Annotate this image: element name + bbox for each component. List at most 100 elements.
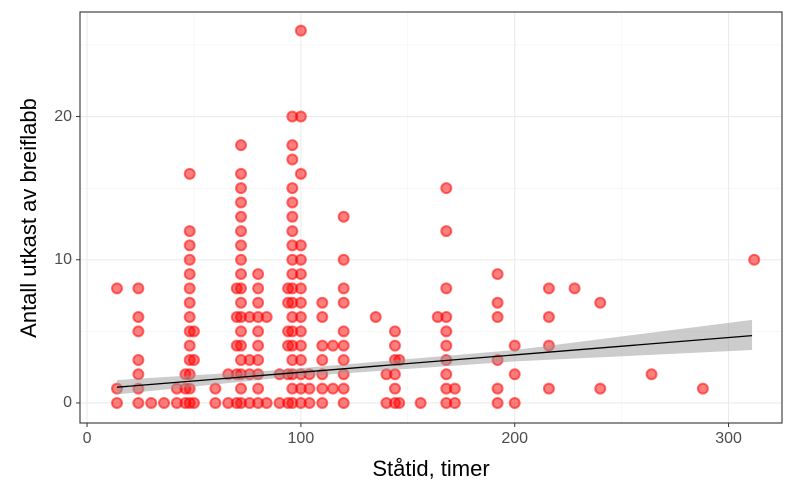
y-tick-label: 10 [54,251,72,268]
point [187,353,200,366]
point [388,339,401,352]
point [294,353,307,366]
y-tick-label: 0 [63,394,72,411]
point [369,311,382,324]
trend-line [116,334,753,388]
point [326,339,339,352]
point [294,239,307,252]
point [440,325,453,338]
point [491,296,504,309]
point [260,311,273,324]
point [132,368,145,381]
point [326,382,339,395]
point [388,325,401,338]
point [294,24,307,37]
point [393,396,406,409]
point [316,339,329,352]
point [286,225,299,238]
x-tick-label: 100 [288,430,315,447]
point [145,396,158,409]
point [440,182,453,195]
point [252,296,265,309]
point [294,167,307,180]
point [286,139,299,152]
point [252,339,265,352]
point [294,311,307,324]
point [183,282,196,295]
point [337,382,350,395]
point [645,368,658,381]
point [183,311,196,324]
point [294,253,307,266]
point [110,396,123,409]
point [183,296,196,309]
y-axis-title: Antall utkast av breiflabb [16,98,41,338]
point [337,396,350,409]
point [286,153,299,166]
point [187,396,200,409]
point [286,196,299,209]
point [183,167,196,180]
point [440,225,453,238]
point [508,368,521,381]
point [252,382,265,395]
point [696,382,709,395]
point [132,311,145,324]
point [235,296,248,309]
point [252,325,265,338]
point [110,282,123,295]
point [132,282,145,295]
point [542,382,555,395]
point [491,396,504,409]
point [183,339,196,352]
panel-border [79,11,783,424]
point [316,382,329,395]
point [440,339,453,352]
point [294,339,307,352]
y-tick-label: 20 [54,108,72,125]
point [388,382,401,395]
point [132,353,145,366]
point [187,325,200,338]
point [294,110,307,123]
confidence-band [116,319,753,395]
point [568,282,581,295]
point [337,253,350,266]
point [235,282,248,295]
point [294,296,307,309]
point [440,311,453,324]
point [235,225,248,238]
point [209,382,222,395]
point [294,268,307,281]
point [183,253,196,266]
point [286,182,299,195]
point [286,210,299,223]
point [337,339,350,352]
point [209,396,222,409]
point [252,268,265,281]
point [594,296,607,309]
point [183,225,196,238]
point [316,396,329,409]
point [303,396,316,409]
point [542,282,555,295]
point [235,268,248,281]
x-axis-title: Ståtid, timer [372,456,489,481]
point [594,382,607,395]
point [252,353,265,366]
point [388,368,401,381]
point [235,339,248,352]
point [235,382,248,395]
point [316,296,329,309]
point [132,325,145,338]
point [235,196,248,209]
point [491,382,504,395]
x-tick-label: 300 [715,430,742,447]
point [448,382,461,395]
point [252,282,265,295]
point [337,296,350,309]
point [491,311,504,324]
point [337,353,350,366]
